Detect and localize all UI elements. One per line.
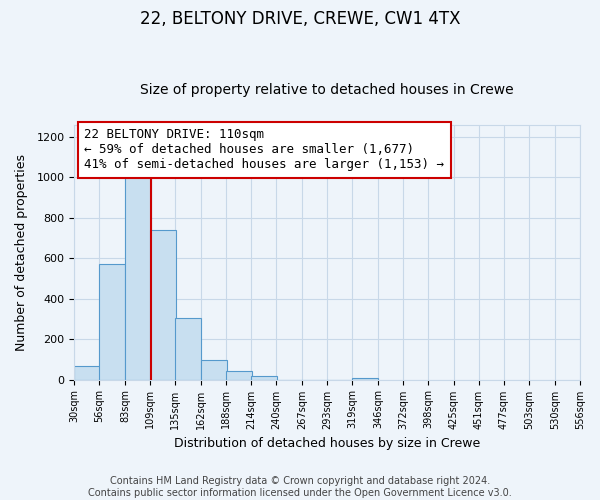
Bar: [74, 366, 100, 380]
Bar: [226, 372, 252, 380]
Y-axis label: Number of detached properties: Number of detached properties: [15, 154, 28, 350]
Bar: [175, 318, 201, 380]
Text: 22, BELTONY DRIVE, CREWE, CW1 4TX: 22, BELTONY DRIVE, CREWE, CW1 4TX: [140, 10, 460, 28]
Bar: [352, 378, 378, 380]
Title: Size of property relative to detached houses in Crewe: Size of property relative to detached ho…: [140, 83, 514, 97]
Bar: [150, 230, 176, 380]
Bar: [125, 177, 151, 380]
Bar: [201, 360, 227, 380]
Text: Contains HM Land Registry data © Crown copyright and database right 2024.
Contai: Contains HM Land Registry data © Crown c…: [88, 476, 512, 498]
X-axis label: Distribution of detached houses by size in Crewe: Distribution of detached houses by size …: [174, 437, 480, 450]
Bar: [99, 264, 125, 380]
Bar: [251, 376, 277, 380]
Text: 22 BELTONY DRIVE: 110sqm
← 59% of detached houses are smaller (1,677)
41% of sem: 22 BELTONY DRIVE: 110sqm ← 59% of detach…: [84, 128, 444, 172]
